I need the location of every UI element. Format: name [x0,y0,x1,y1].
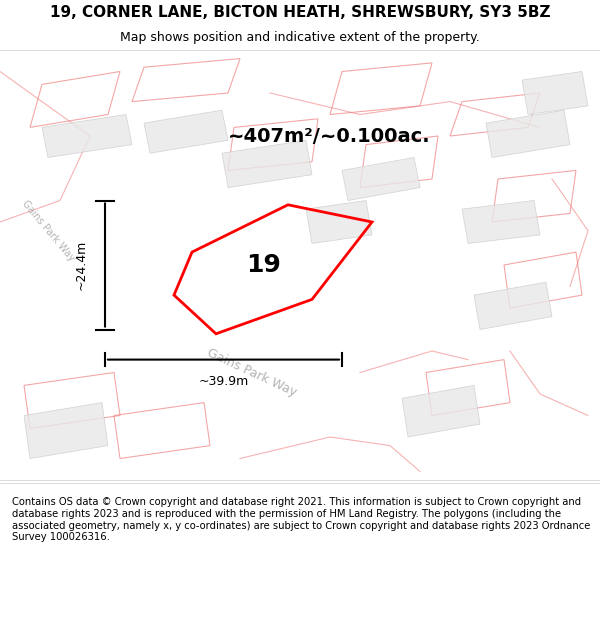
Text: ~39.9m: ~39.9m [199,374,248,388]
Text: Map shows position and indicative extent of the property.: Map shows position and indicative extent… [120,31,480,44]
Polygon shape [402,386,480,437]
Text: Contains OS data © Crown copyright and database right 2021. This information is : Contains OS data © Crown copyright and d… [12,498,590,542]
Text: ~407m²/~0.100ac.: ~407m²/~0.100ac. [228,126,431,146]
Text: 19: 19 [247,253,281,277]
Text: Gains Park Way: Gains Park Way [205,346,299,399]
Polygon shape [486,110,570,158]
Text: Gains Park Way: Gains Park Way [20,198,76,263]
Polygon shape [474,282,552,329]
Polygon shape [306,201,372,244]
Polygon shape [462,201,540,244]
Polygon shape [42,114,132,158]
Polygon shape [522,71,588,114]
Text: ~24.4m: ~24.4m [74,240,88,290]
Polygon shape [144,110,228,153]
Polygon shape [24,402,108,459]
Text: 19, CORNER LANE, BICTON HEATH, SHREWSBURY, SY3 5BZ: 19, CORNER LANE, BICTON HEATH, SHREWSBUR… [50,5,550,20]
Polygon shape [222,140,312,188]
Polygon shape [342,158,420,201]
